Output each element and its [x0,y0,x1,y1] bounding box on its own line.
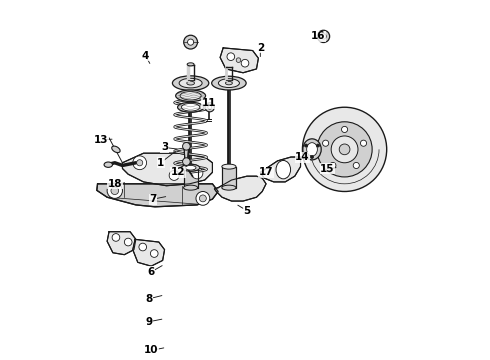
Ellipse shape [219,79,240,87]
Ellipse shape [225,81,232,85]
Ellipse shape [307,143,318,156]
Circle shape [183,158,190,166]
Ellipse shape [303,139,321,160]
Text: 2: 2 [257,43,264,53]
Text: 6: 6 [147,267,155,277]
Text: 7: 7 [149,194,157,204]
Circle shape [302,107,387,192]
Ellipse shape [187,81,195,85]
Ellipse shape [177,102,204,112]
Ellipse shape [222,164,236,169]
Ellipse shape [184,185,197,190]
Ellipse shape [276,161,291,179]
Circle shape [137,160,143,166]
Ellipse shape [185,166,196,170]
Text: 9: 9 [146,317,153,327]
Circle shape [330,162,336,168]
Ellipse shape [180,91,201,100]
Text: 13: 13 [94,135,109,145]
Polygon shape [184,145,189,161]
Text: 14: 14 [295,152,310,162]
Ellipse shape [176,90,205,102]
Text: 11: 11 [201,98,216,108]
Circle shape [241,59,249,67]
Text: 1: 1 [157,158,164,168]
Circle shape [124,238,132,246]
Circle shape [339,144,350,155]
Polygon shape [222,167,236,188]
Circle shape [317,144,319,147]
Ellipse shape [212,76,246,90]
Circle shape [184,35,197,49]
Circle shape [205,103,214,112]
Circle shape [169,170,179,180]
Text: 12: 12 [171,167,185,177]
Polygon shape [122,153,213,186]
Circle shape [192,167,203,179]
Ellipse shape [104,162,113,167]
Polygon shape [214,176,266,201]
Text: 5: 5 [244,206,250,216]
Polygon shape [220,48,258,73]
Circle shape [196,192,210,205]
Polygon shape [133,239,165,266]
Circle shape [139,243,147,251]
Text: 4: 4 [142,50,149,60]
Circle shape [133,156,147,170]
Polygon shape [107,232,136,255]
Ellipse shape [184,164,197,169]
Circle shape [150,250,158,257]
Ellipse shape [181,103,200,111]
Circle shape [236,58,241,62]
Circle shape [322,140,329,146]
Ellipse shape [179,78,202,88]
Ellipse shape [222,185,236,190]
Circle shape [318,30,330,42]
Circle shape [112,234,120,241]
Circle shape [304,144,308,147]
Circle shape [317,122,372,177]
Circle shape [311,156,314,158]
Circle shape [321,34,326,39]
Text: 8: 8 [146,294,153,304]
Text: 18: 18 [107,179,122,189]
Ellipse shape [112,146,120,153]
Circle shape [227,53,235,60]
Circle shape [107,183,122,198]
Circle shape [111,187,119,194]
Circle shape [353,162,359,168]
Text: 3: 3 [161,143,168,152]
Circle shape [342,126,347,132]
Text: 15: 15 [320,163,335,174]
Ellipse shape [181,164,200,171]
Circle shape [188,39,194,45]
Ellipse shape [172,76,209,90]
Text: 16: 16 [311,31,325,41]
Circle shape [199,195,206,202]
Text: 10: 10 [144,346,158,355]
Polygon shape [184,167,198,188]
Circle shape [361,140,367,146]
Circle shape [331,136,358,163]
Circle shape [183,143,190,150]
Text: 17: 17 [259,167,273,177]
Ellipse shape [187,63,194,66]
Circle shape [208,105,212,109]
Polygon shape [97,184,218,207]
Polygon shape [260,157,300,182]
